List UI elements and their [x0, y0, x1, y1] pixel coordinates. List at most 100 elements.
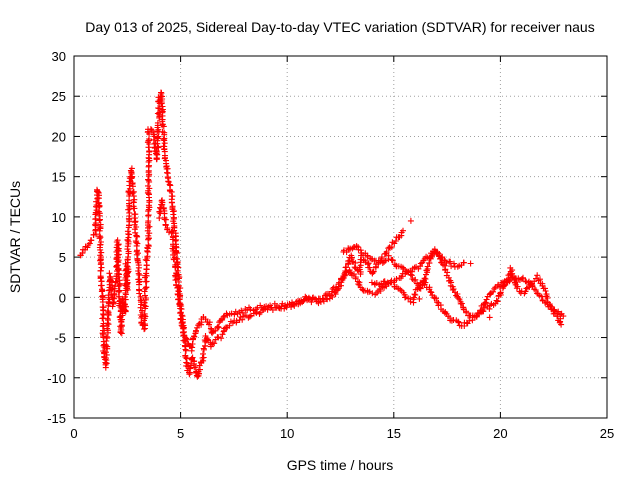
data-point: [143, 278, 150, 285]
data-point: [96, 227, 103, 234]
data-point: [268, 304, 275, 311]
data-point: [427, 288, 434, 295]
data-point: [124, 286, 131, 293]
data-point: [128, 174, 135, 181]
data-point: [155, 144, 162, 151]
data-point: [106, 270, 113, 277]
data-point: [173, 276, 180, 283]
data-point: [143, 284, 150, 291]
tick-labels: 0 5 10 15 20 25 30 25 20 15 10 5 0 -5 -10 -15: [47, 49, 614, 441]
data-point: [164, 169, 170, 176]
data-point: [96, 217, 103, 224]
data-point: [116, 287, 123, 294]
data-point: [511, 275, 518, 282]
data-point: [450, 286, 457, 292]
data-point: [447, 258, 454, 265]
data-point: [96, 210, 103, 217]
data-point: [226, 322, 233, 329]
data-point: [381, 278, 388, 285]
y-tick-label: -10: [47, 371, 66, 386]
data-point: [178, 322, 185, 329]
data-point: [490, 288, 496, 295]
data-point: [304, 297, 311, 304]
data-point: [412, 276, 419, 283]
data-point: [278, 303, 285, 310]
data-point: [397, 286, 404, 293]
data-point: [421, 275, 428, 282]
data-point: [145, 242, 152, 248]
data-point: [341, 273, 348, 279]
data-point: [417, 263, 424, 270]
data-point: [86, 240, 93, 247]
data-point: [97, 267, 104, 274]
data-point: [200, 357, 207, 364]
data-point: [115, 283, 122, 290]
data-point: [172, 264, 179, 271]
data-point: [220, 313, 227, 320]
y-tick-label: 15: [52, 170, 66, 185]
data-point: [542, 285, 548, 292]
data-point: [329, 293, 336, 300]
x-tick-label: 20: [493, 426, 507, 441]
data-point: [258, 304, 265, 311]
data-point: [146, 136, 152, 142]
data-point: [128, 175, 135, 182]
data-points: [77, 89, 567, 380]
data-point: [166, 181, 173, 188]
y-axis-label: SDTVAR / TECUs: [7, 181, 23, 293]
data-point: [513, 285, 520, 292]
data-point: [129, 190, 136, 197]
data-point: [534, 272, 541, 279]
data-point: [171, 256, 178, 263]
data-point: [154, 110, 161, 117]
data-point: [168, 199, 175, 206]
data-point: [388, 244, 395, 251]
data-point: [291, 302, 298, 309]
data-point: [417, 260, 424, 267]
data-point: [105, 309, 112, 316]
data-point: [187, 362, 194, 369]
data-point: [94, 188, 101, 195]
data-point: [385, 252, 392, 259]
data-point: [400, 227, 406, 234]
data-point: [228, 310, 235, 317]
data-point: [174, 291, 181, 298]
data-point: [90, 232, 97, 238]
data-point: [168, 230, 175, 237]
data-point: [99, 287, 106, 294]
data-point: [128, 165, 135, 172]
data-point: [154, 134, 161, 141]
data-point: [455, 319, 462, 326]
data-point: [145, 176, 151, 183]
data-point: [473, 313, 480, 320]
data-point: [504, 276, 511, 283]
data-point: [347, 269, 353, 276]
data-point: [207, 325, 214, 332]
y-tick-label: 20: [52, 129, 66, 144]
data-point: [424, 263, 431, 270]
data-point: [88, 237, 95, 244]
data-point: [483, 296, 490, 303]
data-point: [171, 208, 177, 215]
data-point: [326, 291, 333, 298]
data-point: [458, 300, 465, 307]
data-point: [393, 276, 400, 282]
y-tick-label: 25: [52, 89, 66, 104]
data-point: [146, 148, 153, 155]
x-tick-label: 10: [280, 426, 294, 441]
data-point: [308, 299, 315, 306]
data-point: [187, 365, 194, 372]
data-point: [416, 295, 423, 302]
data-point: [348, 252, 355, 259]
data-point: [246, 313, 253, 320]
data-point: [434, 299, 441, 306]
data-point: [193, 327, 199, 334]
data-point: [169, 193, 176, 200]
data-point: [156, 215, 163, 222]
data-point: [328, 288, 335, 295]
data-point: [142, 313, 149, 320]
data-point: [115, 273, 122, 280]
data-point: [97, 216, 103, 223]
data-point: [79, 250, 86, 257]
data-point: [189, 354, 196, 361]
